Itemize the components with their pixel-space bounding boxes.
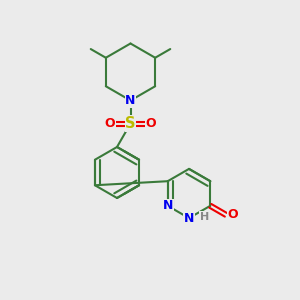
Text: S: S [125,116,136,131]
Text: N: N [184,212,194,225]
Text: O: O [105,117,116,130]
Text: H: H [200,212,209,222]
Text: N: N [163,199,173,212]
Text: O: O [227,208,238,221]
Text: N: N [125,94,136,107]
Text: O: O [146,117,156,130]
